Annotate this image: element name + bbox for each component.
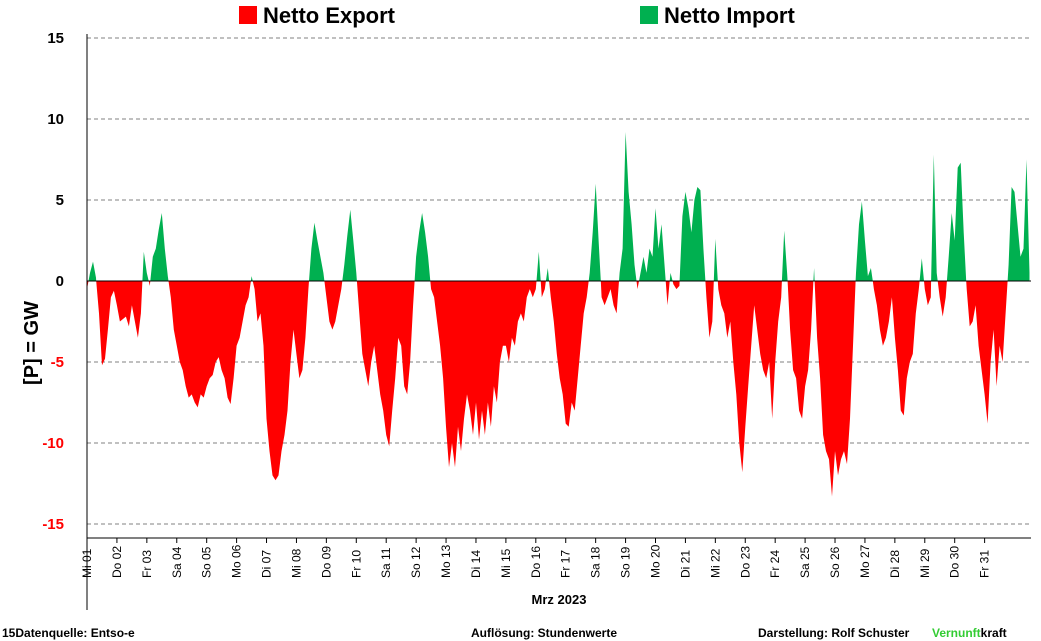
x-tick-label: Di 21 [678, 550, 692, 578]
area-netto-export [87, 281, 1030, 497]
footer-resolution: Auflösung: Stundenwerte [471, 626, 617, 640]
y-tick-label: 5 [56, 192, 64, 209]
footer-brand-black: kraft [980, 626, 1007, 640]
x-tick-label: Mi 29 [918, 548, 932, 578]
x-tick-label: Do 16 [529, 546, 543, 578]
legend-label-export: Netto Export [263, 3, 396, 28]
legend-swatch-export [239, 6, 257, 24]
x-tick-labels: Mi 01 Do 02 Fr 03 Sa 04 So 05 Mo 06 Di 07 Mi 08… [80, 538, 992, 578]
y-tick-label: -5 [51, 354, 64, 371]
x-tick-label: Do 30 [948, 546, 962, 578]
footer-author: Darstellung: Rolf Schuster [758, 626, 910, 640]
x-tick-label: Fr 24 [768, 550, 782, 578]
x-tick-label: Mo 06 [230, 544, 244, 578]
x-tick-label: Mi 15 [499, 548, 513, 578]
x-tick-label: Mi 08 [289, 548, 303, 578]
x-tick-label: Mi 01 [80, 548, 94, 578]
x-tick-label: So 19 [619, 546, 633, 578]
footer-brand-green: Vernunft [932, 626, 981, 640]
x-tick-label: Mo 13 [439, 544, 453, 578]
legend-label-import: Netto Import [664, 3, 795, 28]
y-tick-label: 0 [56, 273, 64, 290]
x-tick-label: Do 09 [319, 546, 333, 578]
y-tick-label: 10 [47, 111, 64, 128]
footer-source: 15Datenquelle: Entso-e [2, 626, 135, 640]
y-axis-label: [P] = GW [21, 301, 43, 385]
x-tick-label: Sa 11 [379, 547, 393, 578]
x-tick-label: Di 28 [888, 550, 902, 578]
y-tick-label: 15 [47, 30, 64, 47]
x-tick-label: Mi 22 [708, 548, 722, 578]
x-tick-label: Mo 27 [858, 544, 872, 578]
x-tick-label: So 12 [409, 546, 423, 578]
x-tick-label: Fr 10 [349, 550, 363, 578]
x-axis-label: Mrz 2023 [532, 592, 587, 607]
footer-brand: Vernunftkraft [932, 626, 1007, 640]
x-tick-label: Sa 25 [798, 546, 812, 578]
area-series [87, 132, 1030, 497]
x-tick-label: Fr 17 [559, 550, 573, 578]
x-tick-label: Fr 03 [140, 550, 154, 578]
y-tick-label: -15 [42, 516, 64, 533]
x-tick-label: Sa 18 [589, 546, 603, 578]
x-tick-label: So 26 [828, 546, 842, 578]
legend-swatch-import [640, 6, 658, 24]
x-tick-label: Di 14 [469, 550, 483, 578]
area-netto-import [87, 132, 1030, 281]
x-tick-label: Do 23 [738, 546, 752, 578]
y-tick-label: -10 [42, 435, 64, 452]
x-tick-label: Fr 31 [978, 550, 992, 578]
x-axis [86, 34, 1031, 610]
x-tick-label: Mo 20 [648, 544, 662, 578]
x-tick-label: Sa 04 [170, 546, 184, 578]
x-tick-label: So 05 [200, 546, 214, 578]
x-tick-label: Di 07 [260, 550, 274, 578]
legend: Netto Export Netto Import [239, 3, 795, 28]
y-tick-labels: 15 10 5 0 -5 -10 -15 [42, 30, 64, 533]
x-tick-label: Do 02 [110, 546, 124, 578]
